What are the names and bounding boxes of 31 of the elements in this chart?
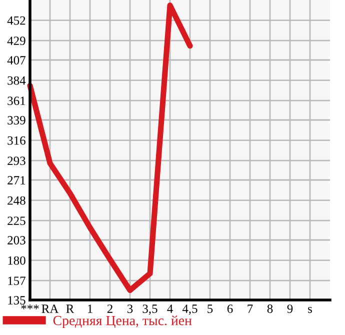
x-tick-label: 1 bbox=[88, 304, 92, 313]
y-tick-label: 293 bbox=[8, 156, 26, 166]
y-tick-label: 157 bbox=[8, 276, 26, 286]
y-tick-label: 452 bbox=[7, 16, 26, 25]
x-tick-label: 4 bbox=[167, 304, 173, 313]
x-tick-label: R bbox=[66, 304, 74, 313]
y-tick-label: 384 bbox=[8, 76, 26, 85]
x-tick-label: 4,5 bbox=[182, 304, 198, 315]
x-tick-label: *** bbox=[21, 304, 39, 310]
x-tick-label: 8 bbox=[267, 304, 273, 313]
y-tick-label: 339 bbox=[8, 116, 26, 124]
x-tick-label: 5 bbox=[208, 304, 213, 313]
y-tick-label: 316 bbox=[8, 136, 26, 145]
x-tick-label: s bbox=[308, 306, 312, 313]
x-tick-label: 3 bbox=[127, 304, 133, 313]
x-tick-label: 3,5 bbox=[142, 304, 158, 315]
y-tick-label: 407 bbox=[7, 56, 26, 64]
x-tick-label: RA bbox=[42, 304, 59, 313]
legend-label: Средняя Цена, тыс. йен bbox=[53, 316, 192, 328]
y-tick-label: 361 bbox=[8, 96, 26, 106]
y-tick-label: 203 bbox=[8, 236, 26, 244]
x-tick-label: 7 bbox=[248, 304, 253, 313]
x-tick-label: 2 bbox=[107, 304, 112, 313]
y-tick-label: 225 bbox=[8, 216, 26, 226]
y-tick-label: 271 bbox=[8, 176, 26, 184]
x-tick-label: 6 bbox=[227, 304, 233, 313]
y-tick-label: 248 bbox=[8, 196, 26, 205]
y-tick-label: 135 bbox=[8, 296, 26, 304]
y-tick-label: 429 bbox=[7, 36, 26, 46]
y-tick-label: 180 bbox=[8, 256, 26, 265]
x-tick-label: 9 bbox=[287, 304, 293, 313]
